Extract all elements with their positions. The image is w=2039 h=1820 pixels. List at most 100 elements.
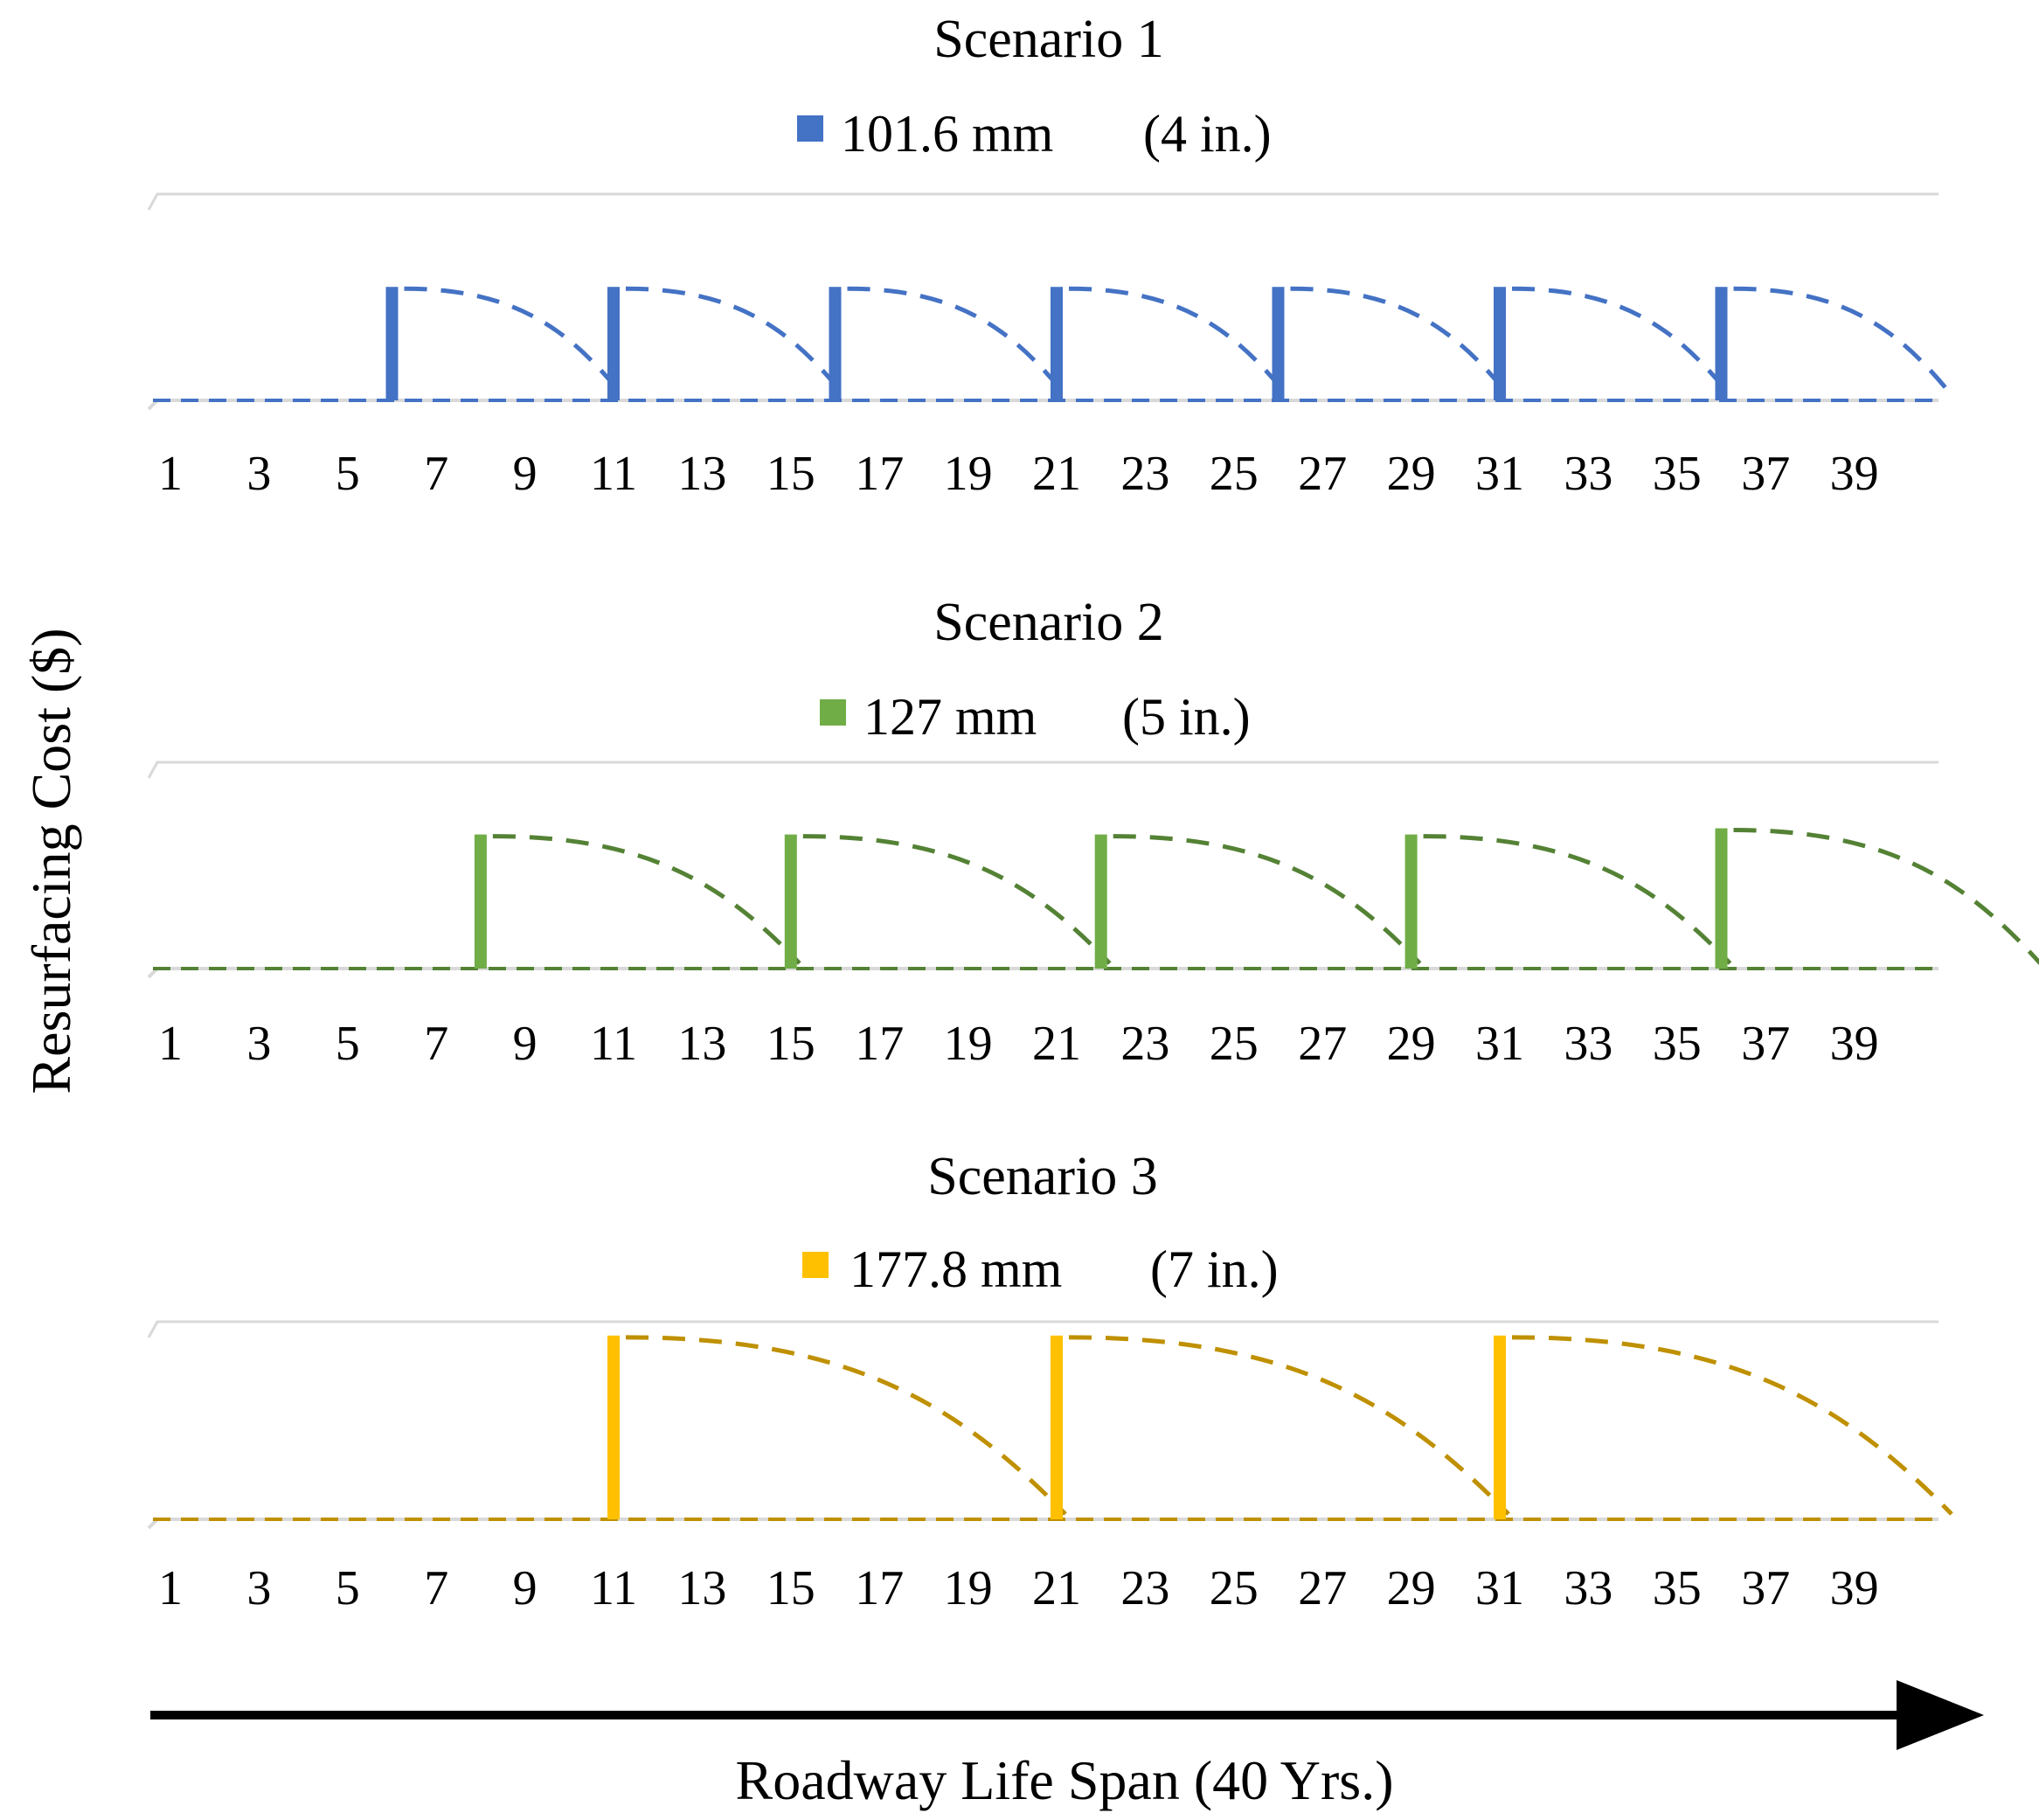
legend-unit: (4 in.) — [1143, 105, 1272, 163]
x-tick-label: 23 — [1120, 447, 1169, 501]
x-tick-label: 29 — [1387, 1561, 1436, 1615]
x-tick-label: 7 — [424, 447, 448, 501]
legend-swatch — [820, 699, 846, 726]
deterioration-curve — [625, 286, 846, 397]
deterioration-curve — [802, 834, 1112, 965]
x-tick-label: 7 — [424, 1561, 448, 1615]
x-tick-label: 31 — [1475, 447, 1524, 501]
resurfacing-bar — [1715, 828, 1728, 969]
x-tick-label: 17 — [855, 1561, 904, 1615]
x-tick-label: 21 — [1032, 447, 1081, 501]
x-tick-label: 33 — [1564, 447, 1612, 501]
x-tick-label: 13 — [677, 1561, 726, 1615]
x-tick-label: 35 — [1653, 1561, 1702, 1615]
x-tick-label: 15 — [766, 1017, 815, 1071]
x-tick-label: 11 — [590, 1017, 637, 1071]
x-tick-label: 3 — [246, 1017, 271, 1071]
x-tick-label: 31 — [1475, 1561, 1524, 1615]
scenario-1-chart: Scenario 1 101.6 mm (4 in.) 1 3 5 7 9 11 13 15 1… — [147, 10, 1953, 501]
x-tick-label: 9 — [513, 1561, 537, 1615]
x-tick-label: 37 — [1741, 1017, 1790, 1071]
legend-unit: (5 in.) — [1122, 688, 1251, 746]
deterioration-curve — [404, 286, 624, 397]
x-tick-label: 29 — [1387, 447, 1436, 501]
legend-label: 177.8 mm — [850, 1240, 1062, 1298]
scenario-2-chart: Scenario 2 127 mm (5 in.) 1 3 5 7 9 11 13 15 17 1… — [147, 593, 2039, 1071]
y-axis-label: Resurfacing Cost ($) — [20, 628, 82, 1094]
x-tick-label: 3 — [246, 447, 271, 501]
legend: 177.8 mm (7 in.) — [802, 1240, 1279, 1298]
resurfacing-bar — [1715, 287, 1728, 400]
resurfacing-bar — [1272, 287, 1285, 400]
x-tick-label: 27 — [1298, 1017, 1347, 1071]
x-tick-label: 1 — [158, 447, 183, 501]
chart-title: Scenario 1 — [933, 10, 1163, 69]
chart-title: Scenario 2 — [933, 593, 1163, 652]
resurfacing-bar — [784, 834, 797, 969]
gridline — [147, 761, 1938, 779]
x-tick-label: 17 — [855, 447, 904, 501]
deterioration-curve — [847, 286, 1067, 397]
x-tick-label: 23 — [1120, 1017, 1169, 1071]
resurfacing-bar — [385, 287, 399, 400]
legend-swatch — [802, 1252, 829, 1278]
x-tick-label: 9 — [513, 447, 537, 501]
resurfacing-bar — [1494, 1335, 1506, 1519]
deterioration-curve — [1733, 286, 1953, 397]
resurfacing-bar — [1404, 834, 1418, 969]
gridline — [147, 192, 1938, 211]
legend-swatch — [797, 115, 823, 142]
x-tick-label: 27 — [1298, 1561, 1347, 1615]
legend-unit: (7 in.) — [1150, 1240, 1279, 1298]
x-tick-label: 15 — [766, 447, 815, 501]
deterioration-curve — [1511, 286, 1732, 397]
deterioration-curve — [1733, 828, 2039, 965]
resurfacing-bar — [1051, 287, 1063, 400]
deterioration-curve — [492, 834, 801, 965]
x-tick-label: 35 — [1653, 447, 1702, 501]
x-tick-label: 5 — [336, 1561, 360, 1615]
deterioration-curve — [625, 1335, 1067, 1516]
x-tick-label: 39 — [1830, 447, 1879, 501]
x-tick-label: 11 — [590, 447, 637, 501]
resurfacing-bar — [607, 287, 620, 400]
resurfacing-bar — [1094, 834, 1107, 969]
resurfacing-bar — [1494, 287, 1506, 400]
x-tick-label: 27 — [1298, 447, 1347, 501]
x-tick-label: 37 — [1741, 447, 1790, 501]
resurfacing-bar — [474, 834, 487, 969]
gridline — [147, 1320, 1938, 1338]
x-tick-label: 19 — [944, 1017, 993, 1071]
x-tick-label: 25 — [1210, 1017, 1259, 1071]
x-tick-label: 33 — [1564, 1017, 1612, 1071]
x-tick-label: 23 — [1120, 1561, 1169, 1615]
x-tick-label: 37 — [1741, 1561, 1790, 1615]
deterioration-curve — [1290, 286, 1510, 397]
x-tick-label: 21 — [1032, 1017, 1081, 1071]
x-tick-label: 5 — [336, 447, 360, 501]
x-tick-label: 33 — [1564, 1561, 1612, 1615]
x-axis-label: Roadway Life Span (40 Yrs.) — [736, 1749, 1394, 1811]
x-tick-label: 39 — [1830, 1017, 1879, 1071]
x-tick-label: 1 — [158, 1017, 183, 1071]
legend-label: 127 mm — [863, 688, 1037, 746]
resurfacing-bar — [607, 1335, 620, 1519]
x-tick-label: 13 — [677, 447, 726, 501]
x-tick-label: 11 — [590, 1561, 637, 1615]
x-tick-label: 1 — [158, 1561, 183, 1615]
x-tick-label: 29 — [1387, 1017, 1436, 1071]
x-tick-label: 25 — [1210, 1561, 1259, 1615]
legend-label: 101.6 mm — [841, 105, 1053, 163]
deterioration-curve — [1511, 1335, 1953, 1516]
x-tick-label: 19 — [944, 447, 993, 501]
x-tick-label: 9 — [513, 1017, 537, 1071]
chart-title: Scenario 3 — [927, 1147, 1157, 1206]
deterioration-curve — [1113, 834, 1422, 965]
x-tick-label: 35 — [1653, 1017, 1702, 1071]
deterioration-curve — [1068, 286, 1289, 397]
legend: 127 mm (5 in.) — [820, 688, 1251, 746]
x-tick-label: 17 — [855, 1017, 904, 1071]
x-tick-label: 3 — [246, 1561, 271, 1615]
legend: 101.6 mm (4 in.) — [797, 105, 1272, 163]
